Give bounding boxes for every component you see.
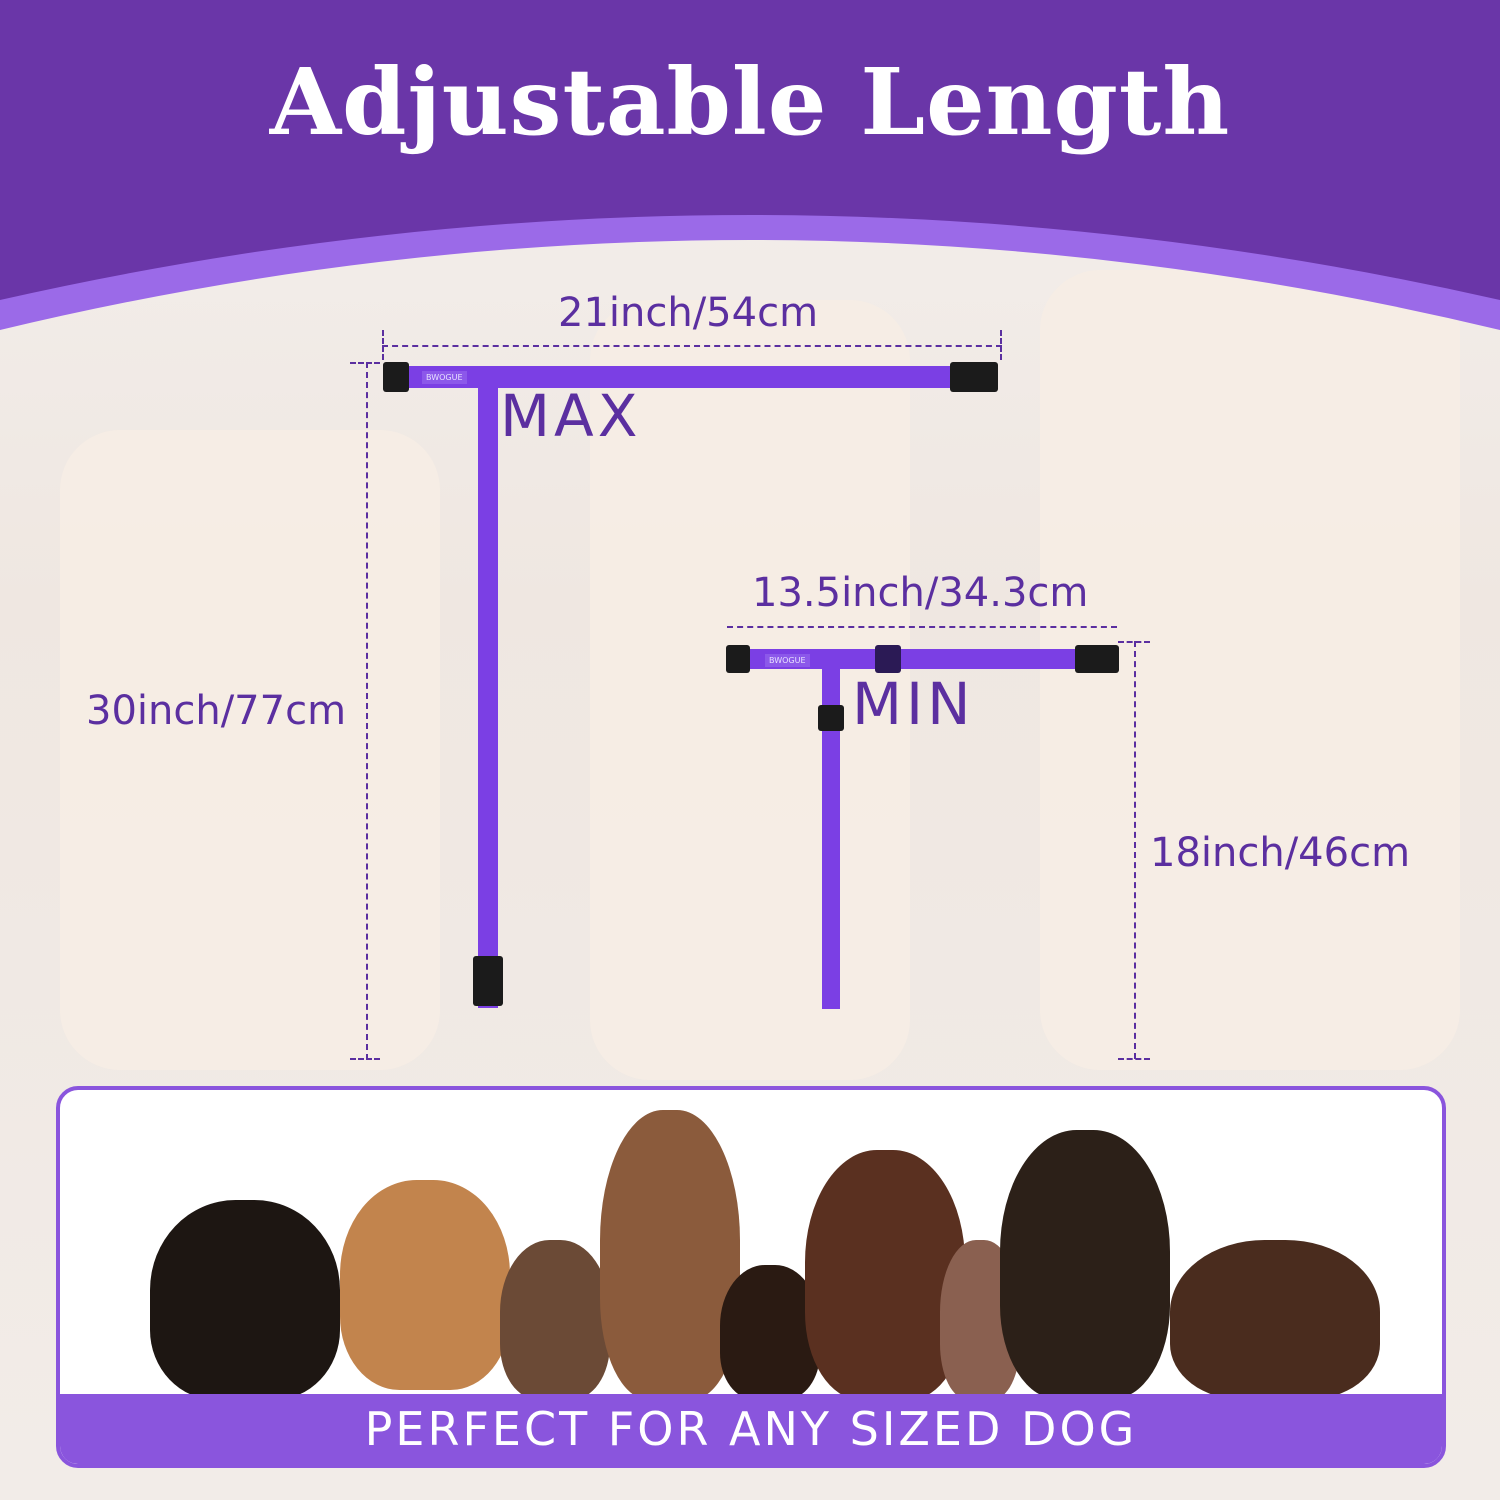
max-adjuster [473, 956, 503, 1006]
dimension-tick [1118, 641, 1150, 643]
seat-left [60, 430, 440, 1070]
min-buckle-left [726, 645, 750, 673]
dog-labrador [1170, 1240, 1380, 1400]
min-height-label: 18inch/46cm [1150, 830, 1411, 876]
max-buckle-left [383, 362, 409, 392]
max-height-dimension-line [366, 362, 368, 1060]
header-banner [0, 0, 1500, 330]
dimension-tick [382, 330, 384, 360]
max-strap-horizontal [395, 366, 955, 388]
dog-shepherd [1000, 1130, 1170, 1400]
min-width-label: 13.5inch/34.3cm [752, 570, 1089, 616]
dog-frenchie [500, 1240, 610, 1400]
min-label: MIN [852, 670, 975, 738]
dog-boxer [340, 1180, 510, 1390]
dimension-tick [1000, 330, 1002, 360]
dimension-tick [350, 1058, 380, 1060]
min-slider [875, 645, 901, 673]
max-strap-vertical [478, 388, 498, 1008]
seat-middle [590, 300, 910, 1080]
min-buckle-right [1075, 645, 1119, 673]
max-height-label: 30inch/77cm [86, 688, 347, 734]
dog-doodle [805, 1150, 965, 1400]
bottom-banner: PERFECT FOR ANY SIZED DOG [60, 1394, 1442, 1464]
max-width-label: 21inch/54cm [558, 290, 819, 336]
page-title: Adjustable Length [269, 48, 1231, 156]
dimension-tick [1118, 1058, 1150, 1060]
min-adjuster [818, 705, 844, 731]
brand-tag: BWOGUE [422, 371, 467, 384]
dog-husky-mix [600, 1110, 740, 1400]
min-height-dimension-line [1134, 641, 1136, 1059]
dimension-tick [350, 362, 380, 364]
dogs-panel: PERFECT FOR ANY SIZED DOG [56, 1086, 1446, 1468]
max-buckle-right [950, 362, 998, 392]
min-strap-horizontal [738, 649, 1088, 669]
min-width-dimension-line [727, 626, 1117, 628]
max-width-dimension-line [382, 345, 1002, 347]
dog-bernese [150, 1200, 340, 1400]
brand-tag: BWOGUE [765, 654, 810, 667]
max-label: MAX [500, 382, 642, 450]
min-strap-vertical [822, 669, 840, 1009]
dog-dachshund [720, 1265, 820, 1400]
